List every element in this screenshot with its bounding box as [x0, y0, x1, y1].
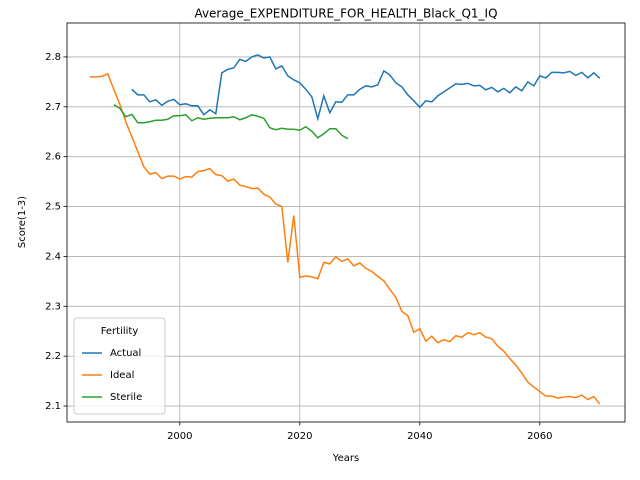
x-tick-label: 2040: [407, 431, 432, 442]
y-tick-label: 2.6: [45, 152, 61, 163]
plot: [89, 54, 601, 405]
y-tick-label: 2.4: [45, 251, 61, 262]
x-tick-label: 2060: [527, 431, 552, 442]
legend-label: Ideal: [110, 370, 134, 381]
legend: Fertility Actual Ideal Sterile: [73, 317, 166, 415]
y-tick-label: 2.7: [45, 102, 61, 113]
y-tick-label: 2.3: [45, 301, 61, 312]
y-tick-label: 2.8: [45, 52, 61, 63]
chart-title: Average_EXPENDITURE_FOR_HEALTH_Black_Q1_…: [194, 7, 497, 21]
x-axis-label: Years: [332, 453, 359, 464]
line-series: [113, 104, 349, 140]
legend-label: Actual: [110, 348, 141, 359]
y-tick-label: 2.1: [45, 401, 61, 412]
y-tick-label: 2.5: [45, 202, 61, 213]
y-axis-label: Score(1-3): [17, 196, 28, 248]
axes-frame: [66, 22, 626, 423]
y-tick-label: 2.2: [45, 351, 61, 362]
line-series: [131, 54, 601, 122]
legend-label: Sterile: [110, 392, 142, 403]
legend-title: Fertility: [101, 326, 139, 337]
legend-box: [73, 317, 166, 415]
line-series: [89, 72, 601, 405]
x-tick-label: 2020: [287, 431, 312, 442]
grid: [67, 23, 625, 422]
x-tick-label: 2000: [167, 431, 192, 442]
